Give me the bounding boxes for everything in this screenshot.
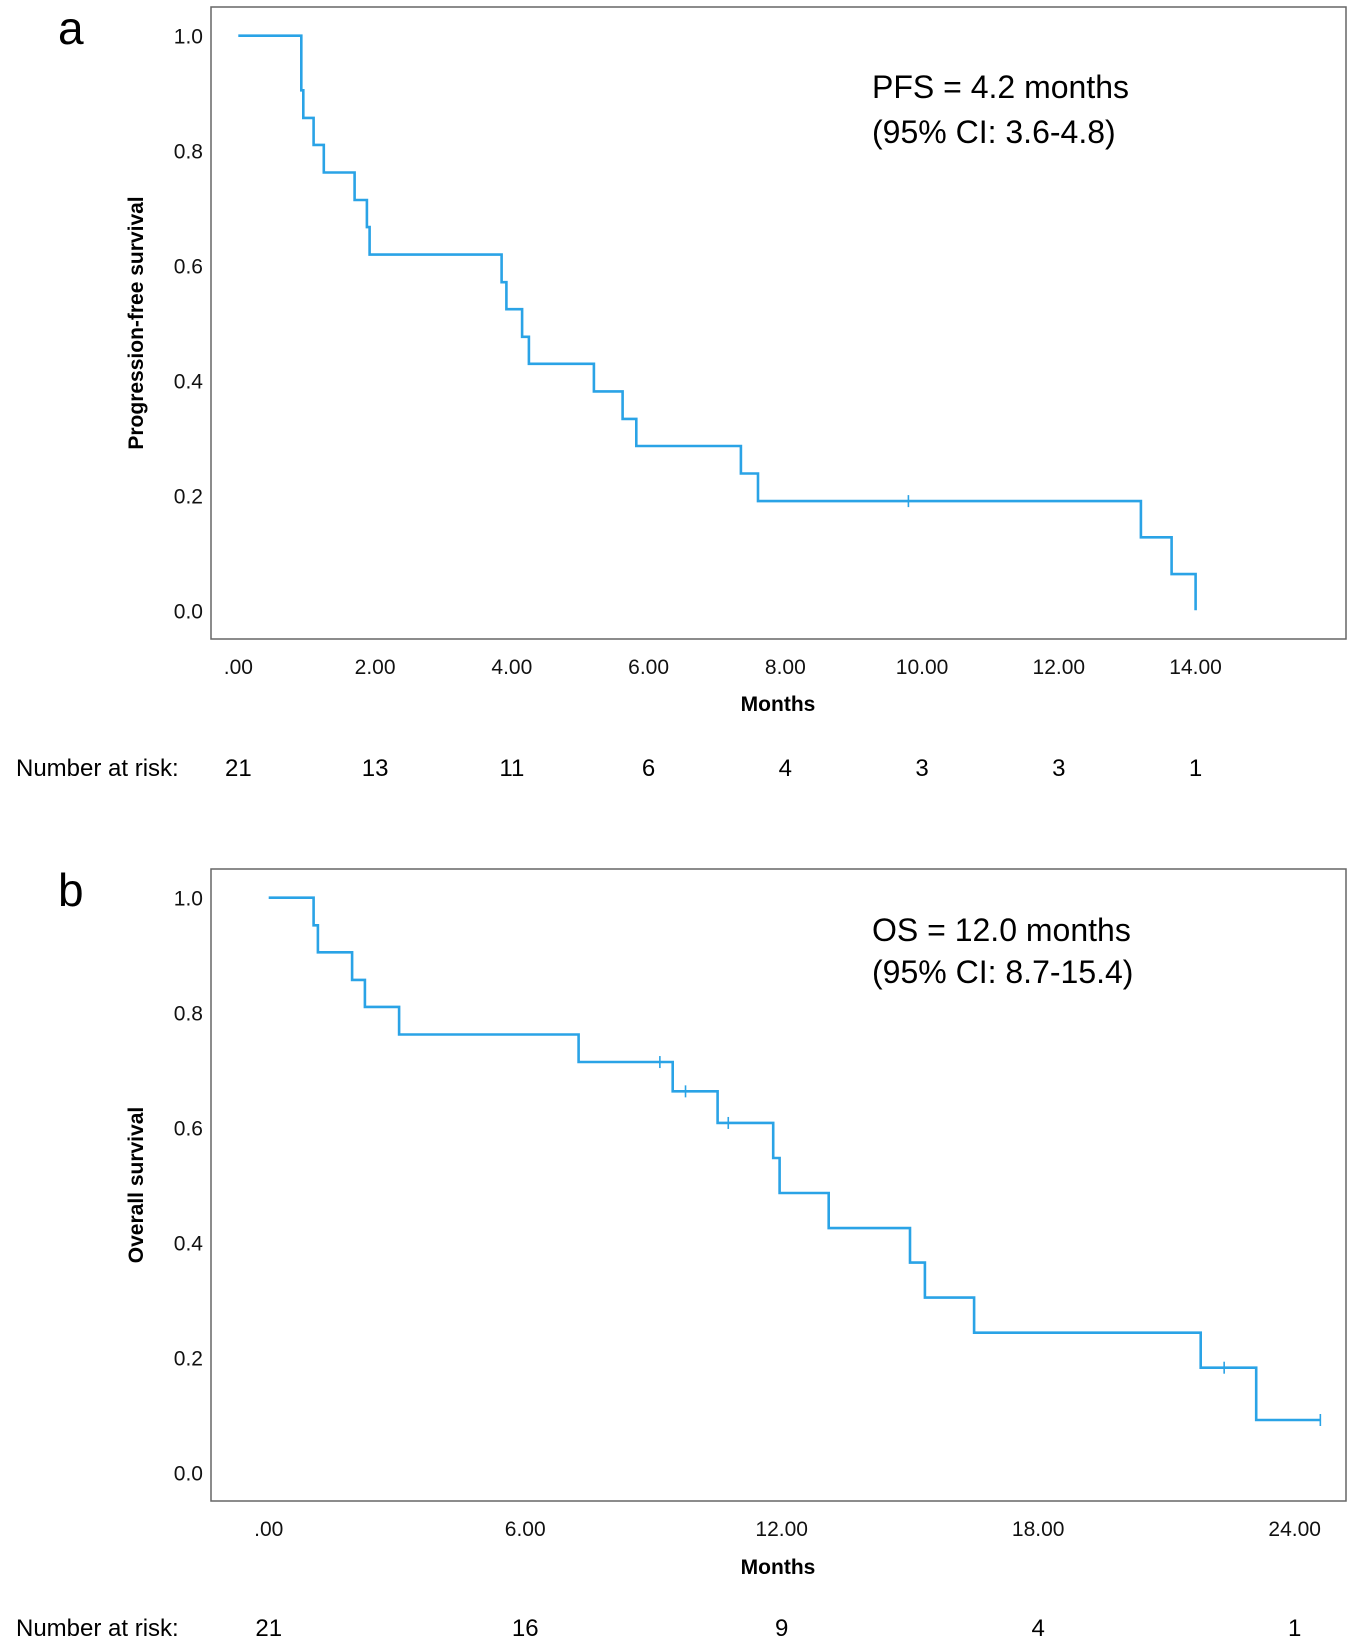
y-tick-label: 0.6 — [174, 256, 203, 279]
panel-b-x-axis-title: Months — [741, 1556, 816, 1579]
x-tick-label: 10.00 — [896, 656, 949, 679]
y-tick-label: 0.0 — [174, 600, 203, 623]
risk-count: 6 — [642, 755, 655, 782]
x-tick-label: 14.00 — [1169, 656, 1222, 679]
x-tick-label: 18.00 — [1012, 1518, 1065, 1541]
panel-a-label: a — [58, 2, 84, 54]
x-tick-label: 6.00 — [505, 1518, 546, 1541]
risk-count: 11 — [499, 755, 524, 782]
x-tick-label: 6.00 — [628, 656, 669, 679]
panel-a-plot-frame — [210, 6, 1347, 640]
panel-a-survival-curve — [238, 34, 1197, 611]
y-tick-label: 0.0 — [174, 1462, 203, 1485]
x-tick-label: 12.00 — [755, 1518, 808, 1541]
x-tick-label: .00 — [254, 1518, 283, 1541]
risk-count: 16 — [512, 1615, 539, 1642]
y-tick-label: 1.0 — [174, 888, 203, 911]
risk-count: 21 — [255, 1615, 282, 1642]
x-tick-label: .00 — [224, 656, 253, 679]
y-tick-label: 0.8 — [174, 1003, 203, 1026]
y-tick-label: 0.2 — [174, 1347, 203, 1370]
y-tick-label: 1.0 — [174, 26, 203, 49]
y-tick-label: 0.4 — [174, 1232, 204, 1255]
panel-b-annotation-line-2: (95% CI: 8.7-15.4) — [872, 954, 1133, 990]
risk-count: 4 — [779, 755, 792, 782]
panel-b-y-ticks: 0.0 0.2 0.4 0.6 0.8 1.0 — [174, 888, 204, 1486]
panel-a-annotation-line-2: (95% CI: 3.6-4.8) — [872, 114, 1116, 150]
panel-a-risk-label: Number at risk: — [16, 755, 179, 782]
x-tick-label: 8.00 — [765, 656, 806, 679]
panel-b-y-axis-title: Overall survival — [125, 1107, 148, 1263]
x-tick-label: 2.00 — [355, 656, 396, 679]
panel-b-plot-frame — [210, 868, 1347, 1502]
panel-b-x-ticks: .00 6.00 12.00 18.00 24.00 — [254, 1518, 1321, 1541]
risk-count: 1 — [1189, 755, 1202, 782]
panel-a-risk-counts: 21 13 11 6 4 3 3 1 — [225, 755, 1202, 782]
y-tick-label: 0.2 — [174, 485, 203, 508]
x-tick-label: 4.00 — [491, 656, 532, 679]
risk-count: 3 — [1052, 755, 1065, 782]
x-tick-label: 24.00 — [1268, 1518, 1321, 1541]
y-tick-label: 0.4 — [174, 370, 204, 393]
panel-a-annotation-line-1: PFS = 4.2 months — [872, 69, 1129, 105]
panel-b-censor-marks — [659, 1056, 1322, 1426]
panel-a: a 0.0 0.2 0.4 0.6 0.8 1.0 .00 2.00 4.00 6.00 8.00… — [16, 2, 1347, 782]
panel-b-label: b — [58, 864, 84, 916]
risk-count: 21 — [225, 755, 252, 782]
x-tick-label: 12.00 — [1033, 656, 1086, 679]
panel-a-x-ticks: .00 2.00 4.00 6.00 8.00 10.00 12.00 14.00 — [224, 656, 1222, 679]
risk-count: 3 — [915, 755, 928, 782]
panel-b-risk-counts: 21 16 9 4 1 — [255, 1615, 1301, 1642]
panel-a-y-ticks: 0.0 0.2 0.4 0.6 0.8 1.0 — [174, 26, 204, 624]
panel-b-risk-label: Number at risk: — [16, 1615, 179, 1642]
y-tick-label: 0.8 — [174, 141, 203, 164]
panel-b-annotation-line-1: OS = 12.0 months — [872, 912, 1131, 948]
risk-count: 9 — [775, 1615, 788, 1642]
risk-count: 1 — [1288, 1615, 1301, 1642]
panel-b-survival-curve — [268, 896, 1321, 1422]
risk-count: 4 — [1032, 1615, 1045, 1642]
panel-b: b 0.0 0.2 0.4 0.6 0.8 1.0 .00 6.00 12.00 18.00 24… — [16, 864, 1347, 1642]
panel-a-x-axis-title: Months — [741, 693, 816, 716]
panel-a-y-axis-title: Progression-free survival — [125, 196, 148, 449]
risk-count: 13 — [362, 755, 389, 782]
y-tick-label: 0.6 — [174, 1118, 203, 1141]
